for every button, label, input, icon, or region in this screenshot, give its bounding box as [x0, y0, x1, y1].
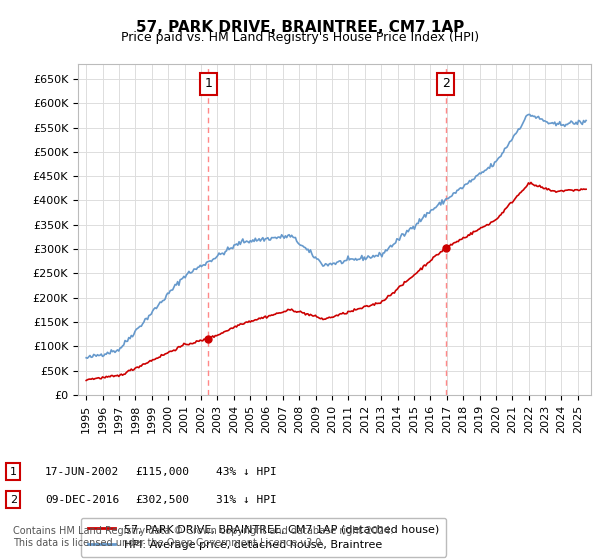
- Text: 1: 1: [205, 77, 212, 90]
- Text: 31% ↓ HPI: 31% ↓ HPI: [216, 494, 277, 505]
- Text: Contains HM Land Registry data © Crown copyright and database right 2024.
This d: Contains HM Land Registry data © Crown c…: [13, 526, 394, 548]
- Text: 2: 2: [10, 494, 17, 505]
- Text: £302,500: £302,500: [135, 494, 189, 505]
- Text: 43% ↓ HPI: 43% ↓ HPI: [216, 466, 277, 477]
- Legend: 57, PARK DRIVE, BRAINTREE, CM7 1AP (detached house), HPI: Average price, detache: 57, PARK DRIVE, BRAINTREE, CM7 1AP (deta…: [81, 517, 446, 557]
- Text: 2: 2: [442, 77, 450, 90]
- Text: 09-DEC-2016: 09-DEC-2016: [45, 494, 119, 505]
- Text: £115,000: £115,000: [135, 466, 189, 477]
- Text: 1: 1: [10, 466, 17, 477]
- Text: 57, PARK DRIVE, BRAINTREE, CM7 1AP: 57, PARK DRIVE, BRAINTREE, CM7 1AP: [136, 20, 464, 35]
- Text: Price paid vs. HM Land Registry's House Price Index (HPI): Price paid vs. HM Land Registry's House …: [121, 31, 479, 44]
- Text: 17-JUN-2002: 17-JUN-2002: [45, 466, 119, 477]
